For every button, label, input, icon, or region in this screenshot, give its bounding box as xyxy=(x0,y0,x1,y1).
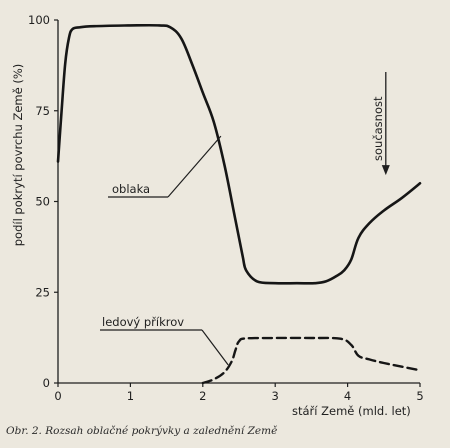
series-line-oblaka xyxy=(56,23,422,285)
x-ticks: 0 1 2 3 4 5 xyxy=(54,383,424,403)
y-ticks: 0 25 50 75 100 xyxy=(28,13,58,390)
figure-caption: Obr. 2. Rozsah oblačné pokrývky a zaledn… xyxy=(6,425,278,437)
x-axis-label: stáří Země (mld. let) xyxy=(292,404,411,418)
annotation-ledovy-prikrov: ledový příkrov xyxy=(102,315,184,329)
x-tick-label: 4 xyxy=(344,389,351,403)
x-tick-label: 3 xyxy=(272,389,279,403)
y-tick-label: 50 xyxy=(35,195,50,209)
series-layer xyxy=(56,23,422,385)
y-tick-label: 100 xyxy=(28,13,50,27)
annotation-oblaka: oblaka xyxy=(112,182,150,196)
series-line-ledovy-prikrov xyxy=(201,336,422,385)
ledovy-prikrov-leader-line xyxy=(201,329,229,366)
annotation-soucasnost: současnost xyxy=(371,96,385,161)
y-axis-label: podíl pokrytí povrchu Země (%) xyxy=(11,64,25,247)
y-tick-label: 0 xyxy=(43,376,50,390)
x-tick-label: 1 xyxy=(127,389,134,403)
y-tick-label: 75 xyxy=(35,104,50,118)
x-tick-label: 0 xyxy=(54,389,61,403)
annotation-layer: oblaka ledový příkrov současnost xyxy=(100,72,390,366)
y-tick-label: 25 xyxy=(35,285,50,299)
oblaka-leader-line xyxy=(167,135,222,198)
x-tick-label: 5 xyxy=(416,389,423,403)
soucasnost-arrow-head xyxy=(381,165,390,176)
x-tick-label: 2 xyxy=(199,389,206,403)
